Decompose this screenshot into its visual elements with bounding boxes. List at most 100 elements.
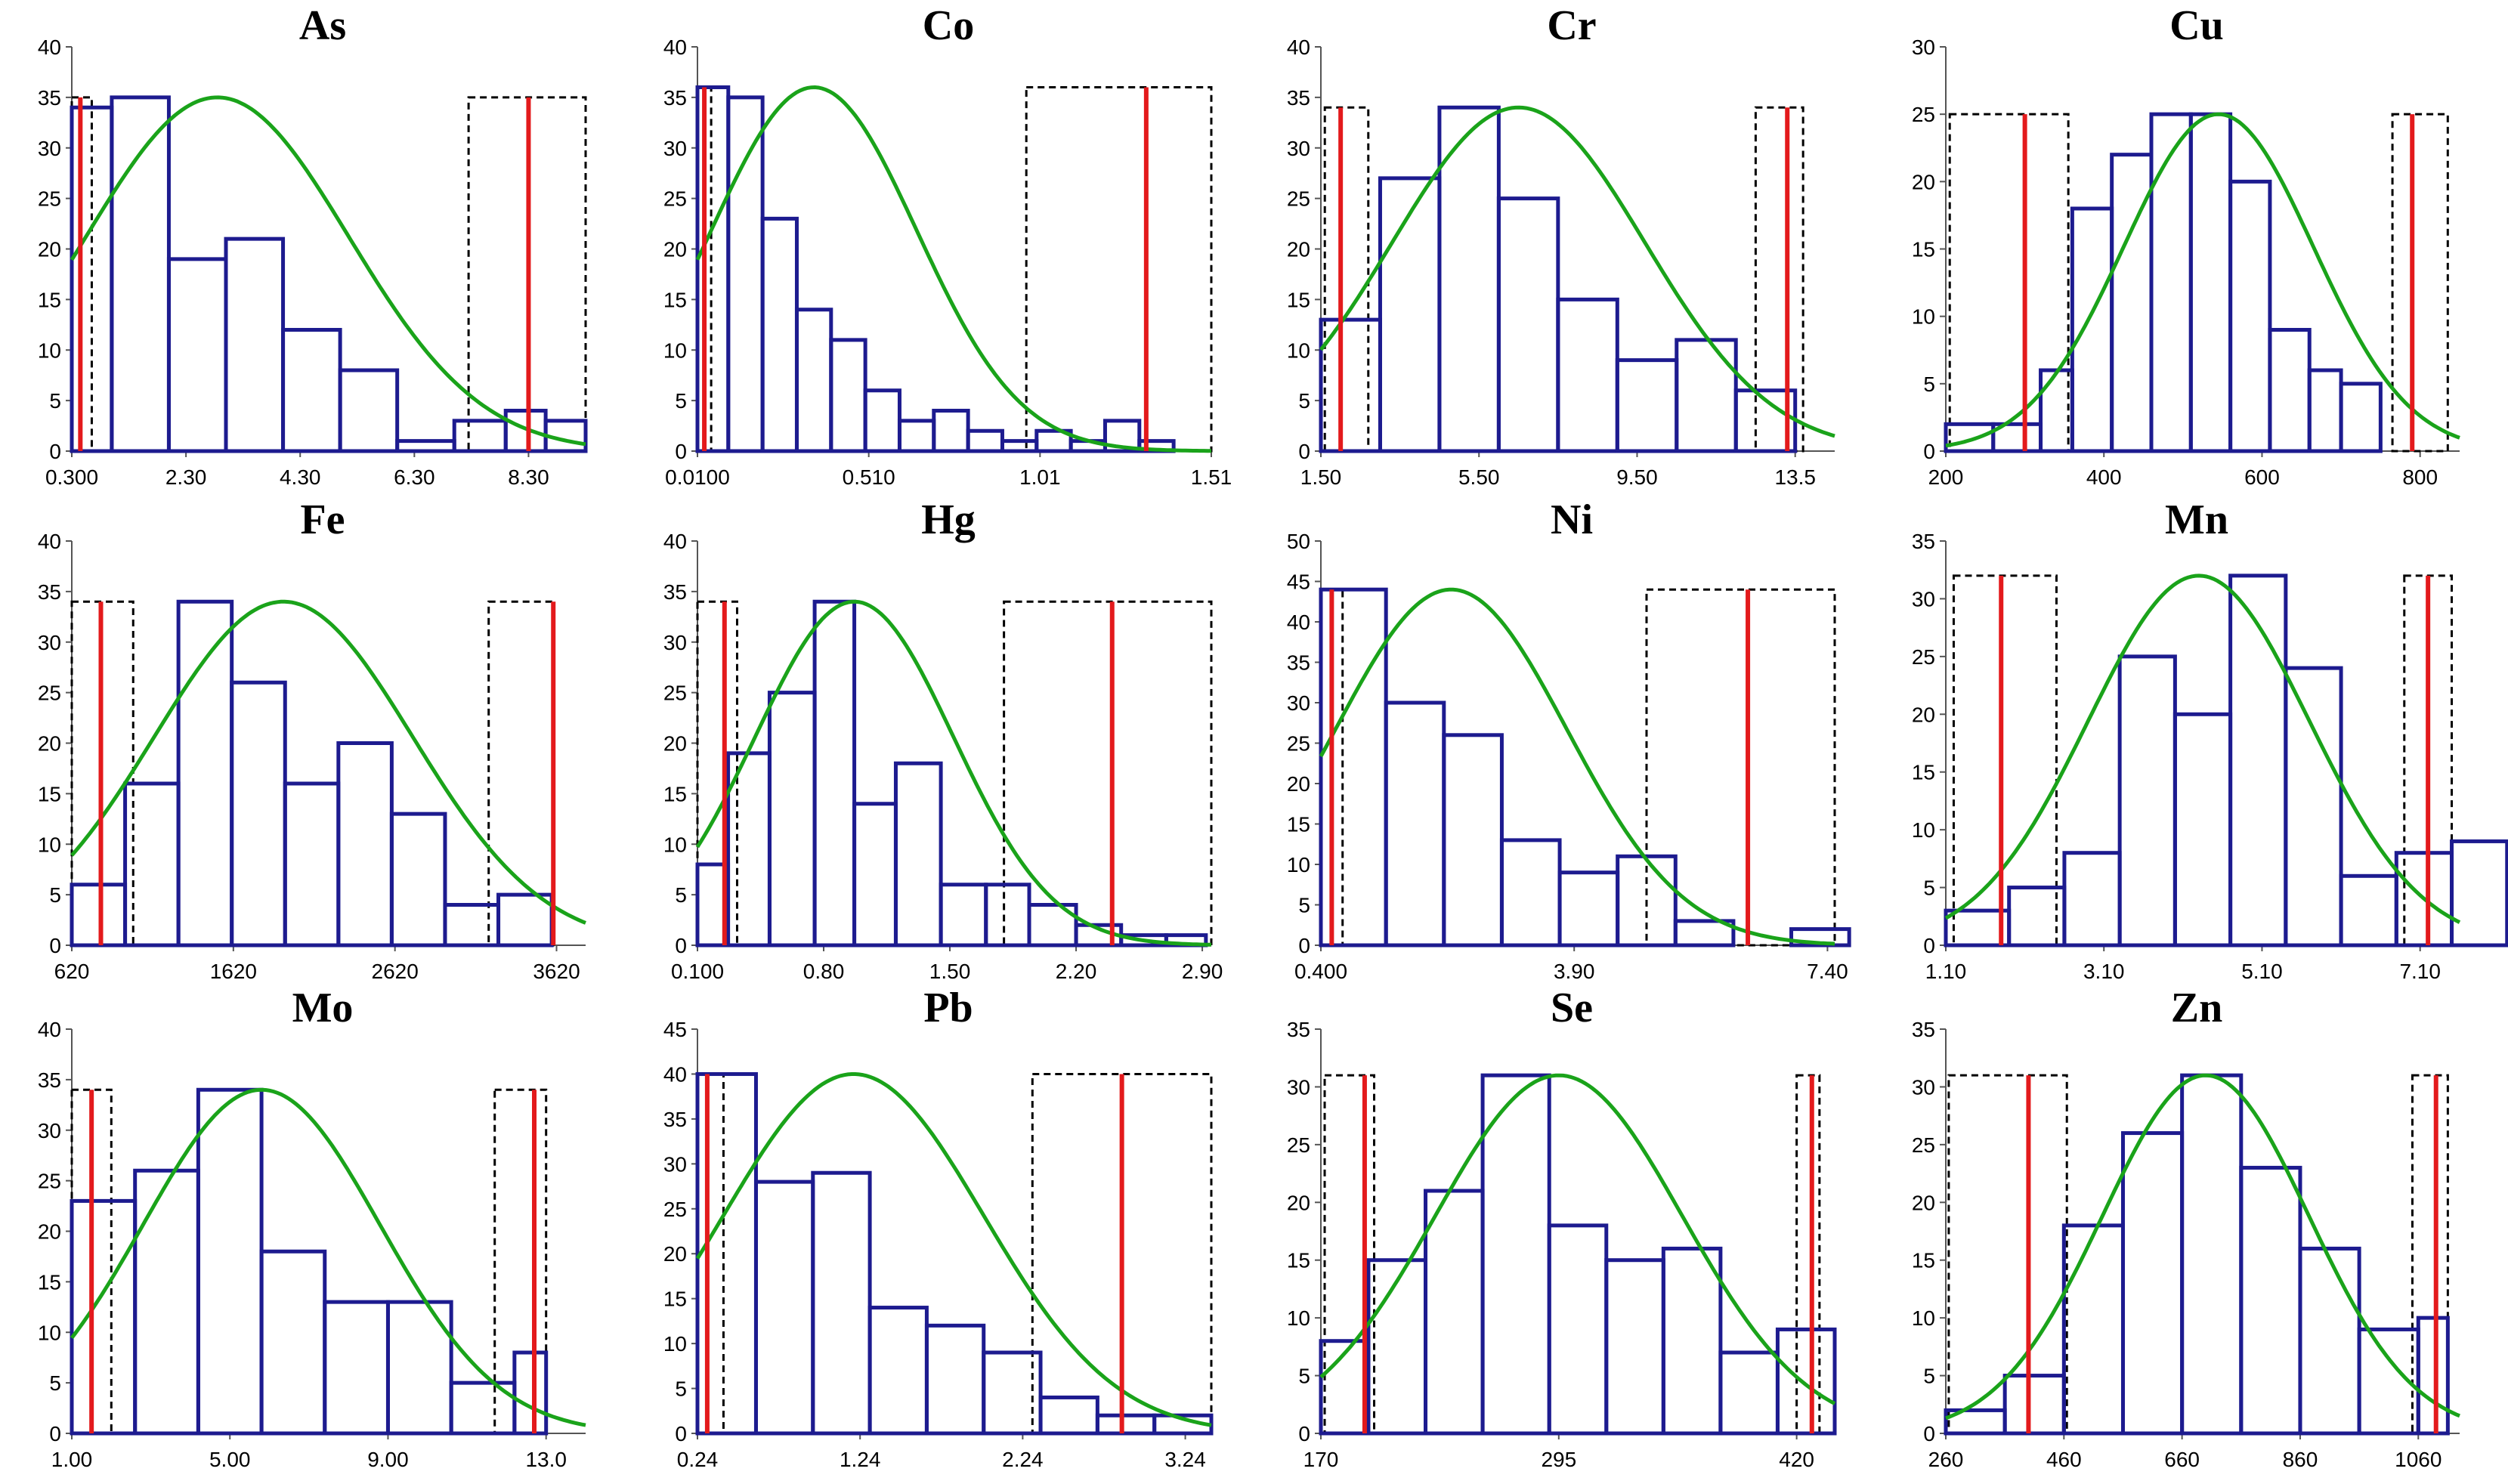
histogram-bar — [1661, 1246, 1723, 1436]
histogram-bar — [939, 883, 988, 948]
histogram-bar — [2239, 1165, 2302, 1436]
histogram-bar — [133, 1168, 200, 1436]
x-tick-label: 2.30 — [165, 465, 207, 489]
histogram-bar — [1499, 838, 1562, 948]
y-tick-label: 0 — [675, 440, 687, 463]
outlier-box — [1947, 1074, 2068, 1435]
normal-curve — [1319, 587, 1835, 946]
histogram-bar — [1547, 1223, 1609, 1436]
x-tick-label: 400 — [2086, 465, 2122, 489]
y-tick-label: 15 — [1912, 238, 1935, 261]
histogram-bar — [1038, 1395, 1099, 1436]
y-tick-label: 35 — [1287, 1018, 1310, 1041]
y-tick-label: 35 — [38, 1068, 61, 1092]
normal-curve — [1319, 105, 1835, 438]
histogram-bar — [452, 419, 508, 453]
histogram-bar — [812, 599, 857, 948]
panel-title: Zn — [2171, 985, 2223, 1031]
x-tick-label: 3620 — [533, 960, 580, 983]
y-tick-label: 15 — [663, 1288, 687, 1311]
y-tick-label: 5 — [49, 1371, 61, 1395]
panel-hg: 0 5 10 15 20 25 30 35 40 0.100 0.80 1.50 2.20 2.90 Hg — [663, 496, 1223, 983]
y-tick-label: 25 — [1287, 732, 1310, 756]
outlier-box — [2391, 113, 2449, 453]
histogram-bar — [1378, 176, 1442, 453]
histogram-bar — [1944, 422, 1996, 453]
y-tick-label: 40 — [38, 1018, 61, 1041]
x-tick-label: 5.50 — [1458, 465, 1500, 489]
panel-se: 0 5 10 15 20 25 30 35 170 295 420 Se — [1287, 985, 1837, 1471]
y-tick-label: 25 — [1287, 1133, 1310, 1157]
panel-title: Cu — [2169, 2, 2224, 49]
y-tick-label: 35 — [663, 580, 687, 604]
histogram-bar — [2070, 206, 2114, 453]
histogram-bar — [1616, 854, 1678, 948]
x-tick-label: 170 — [1303, 1448, 1339, 1471]
outlier-box — [1795, 1074, 1821, 1435]
y-tick-label: 35 — [663, 86, 687, 110]
histogram-bar — [1675, 338, 1738, 453]
y-tick-label: 25 — [38, 187, 61, 211]
y-tick-label: 50 — [1287, 530, 1310, 553]
panel-fe: 0 5 10 15 20 25 30 35 40 620 1620 2620 3620 Fe — [38, 496, 586, 983]
y-tick-label: 20 — [1912, 1191, 1935, 1214]
histogram-bar — [1366, 1258, 1428, 1436]
y-tick-label: 25 — [663, 1198, 687, 1221]
y-tick-label: 5 — [1923, 876, 1935, 900]
histogram-bar — [2180, 1073, 2244, 1436]
panel-co: 0 5 10 15 20 25 30 35 40 0.0100 0.510 1.01 1.51 Co — [663, 2, 1232, 489]
x-tick-label: 2620 — [372, 960, 419, 983]
x-tick-label: 600 — [2244, 465, 2280, 489]
normal-curve — [695, 85, 1211, 453]
histogram-bar — [2268, 328, 2312, 453]
histogram-bar — [385, 1300, 453, 1436]
y-tick-label: 15 — [38, 288, 61, 311]
normal-curve — [695, 599, 1212, 947]
y-tick-label: 0 — [49, 1422, 61, 1445]
x-tick-label: 9.50 — [1616, 465, 1658, 489]
outlier-box — [1948, 113, 2070, 453]
y-tick-label: 15 — [1912, 1249, 1935, 1272]
y-tick-label: 5 — [1298, 389, 1310, 413]
normal-curve — [1945, 1073, 2460, 1421]
x-tick-label: 1.00 — [51, 1448, 93, 1471]
x-tick-label: 13.5 — [1774, 465, 1816, 489]
histogram-bar — [753, 1179, 815, 1436]
histogram-bar — [1789, 927, 1851, 948]
histogram-bar — [443, 903, 501, 948]
y-tick-label: 10 — [1912, 305, 1935, 329]
y-tick-label: 40 — [663, 36, 687, 59]
x-tick-label: 295 — [1541, 1448, 1576, 1471]
x-tick-label: 3.24 — [1164, 1448, 1206, 1471]
y-tick-label: 15 — [38, 1270, 61, 1294]
x-tick-label: 4.30 — [280, 465, 321, 489]
x-tick-label: 1.50 — [929, 960, 971, 983]
y-tick-label: 20 — [38, 238, 61, 261]
x-tick-label: 3.10 — [2083, 960, 2125, 983]
normal-curve — [1945, 112, 2460, 448]
x-tick-label: 13.0 — [525, 1448, 567, 1471]
y-tick-label: 30 — [663, 631, 687, 654]
y-tick-label: 15 — [663, 288, 687, 311]
histogram-bar — [224, 237, 286, 453]
y-tick-label: 20 — [1287, 772, 1310, 796]
y-tick-label: 5 — [49, 389, 61, 413]
histogram-bar — [829, 338, 867, 453]
y-tick-label: 25 — [1912, 1133, 1935, 1157]
histogram-bar — [811, 1170, 872, 1436]
histogram-bar — [863, 388, 901, 453]
x-tick-label: 1.51 — [1191, 465, 1232, 489]
y-tick-label: 10 — [1287, 853, 1310, 876]
normal-curve — [1319, 1073, 1836, 1405]
x-tick-label: 1.24 — [840, 1448, 881, 1471]
histogram-bar — [230, 680, 287, 948]
histogram-bar — [966, 428, 1004, 453]
histogram-bar — [932, 409, 970, 453]
x-tick-label: 0.100 — [671, 960, 724, 983]
y-tick-label: 10 — [1912, 1306, 1935, 1330]
histogram-bar — [259, 1249, 327, 1436]
y-tick-label: 15 — [1912, 761, 1935, 784]
histogram-bar — [2117, 654, 2177, 948]
y-tick-label: 30 — [38, 631, 61, 654]
